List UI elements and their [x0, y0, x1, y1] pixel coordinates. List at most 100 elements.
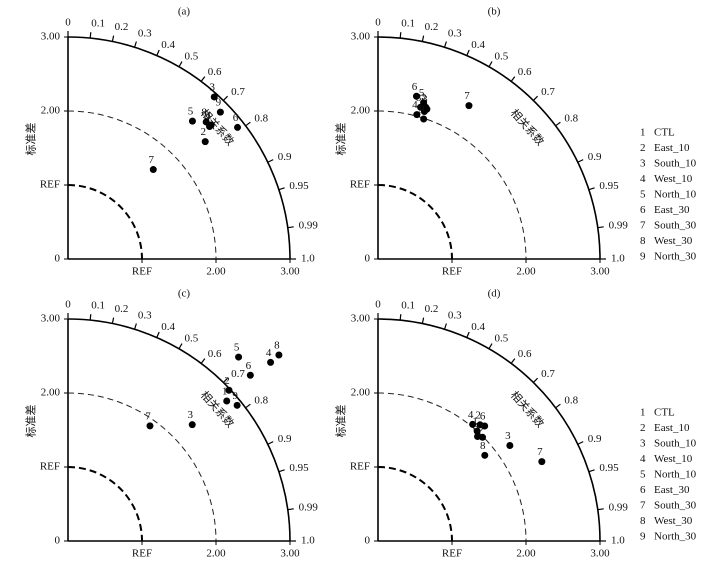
- reference-arc: [67, 184, 143, 260]
- point-label: 1: [222, 386, 228, 398]
- grid-arc: [377, 110, 527, 260]
- point-label: 4: [412, 99, 418, 111]
- corr-tick: [267, 159, 274, 163]
- point-label: 9: [478, 422, 484, 434]
- y-tick-label: 3.00: [351, 313, 371, 325]
- legend-name: West_30: [654, 235, 693, 247]
- corr-tick: [421, 317, 425, 324]
- corr-tick-label: 0.9: [588, 151, 602, 163]
- corr-tick-label: 0.4: [471, 39, 485, 51]
- legend-number: 8: [640, 515, 646, 527]
- data-point: [506, 442, 514, 450]
- corr-tick: [444, 41, 447, 48]
- corr-tick: [555, 403, 561, 409]
- x-tick-label: 2.00: [516, 548, 536, 560]
- corr-tick: [532, 95, 539, 101]
- legend-number: 6: [640, 204, 646, 216]
- corr-tick-label: 0.7: [541, 368, 555, 380]
- corr-tick-label: 0.95: [289, 180, 309, 192]
- corr-tick-label: 1.0: [611, 535, 625, 547]
- corr-tick: [178, 61, 183, 68]
- corr-tick-label: 0.8: [564, 395, 578, 407]
- legend-number: 5: [640, 189, 646, 201]
- corr-tick: [510, 358, 516, 364]
- grid-arc: [67, 110, 217, 260]
- point-label: 3: [187, 409, 193, 421]
- corr-tick-label: 0.3: [138, 27, 152, 39]
- point-label: 6: [412, 81, 418, 93]
- x-tick-label: 3.00: [280, 548, 300, 560]
- corr-tick-label: 0.1: [91, 300, 105, 312]
- corr-tick-label: 0.2: [115, 303, 129, 315]
- corr-tick-label: 0.7: [231, 86, 245, 98]
- corr-tick: [421, 35, 425, 42]
- point-label: 1: [472, 416, 478, 428]
- corr-tick-label: 0.4: [471, 321, 485, 333]
- corr-tick-label: 0.3: [448, 309, 462, 321]
- corr-tick: [597, 508, 604, 511]
- legend-name: South_10: [654, 158, 697, 170]
- corr-tick-label: 0.6: [518, 348, 532, 360]
- legend-name: North_30: [654, 531, 697, 543]
- legend-name: East_30: [654, 484, 690, 496]
- corr-tick-label: 0.8: [254, 395, 268, 407]
- corr-tick-label: 1.0: [611, 253, 625, 265]
- corr-tick: [444, 323, 447, 330]
- corr-tick: [488, 343, 493, 350]
- x-tick-label: REF: [442, 266, 462, 278]
- corr-tick-label: 0.5: [185, 51, 199, 63]
- point-label: 1: [206, 110, 212, 122]
- corr-tick-label: 0.4: [161, 321, 175, 333]
- y-axis-label: 标准差: [24, 123, 38, 156]
- data-point: [423, 105, 431, 113]
- data-point: [413, 111, 421, 119]
- data-point: [481, 422, 489, 430]
- point-label: 2: [421, 92, 427, 104]
- legend-name: North_10: [654, 189, 697, 201]
- reference-arc: [377, 466, 453, 542]
- corr-tick: [555, 121, 561, 127]
- panel-title: (b): [488, 6, 501, 18]
- point-label: 6: [246, 360, 252, 372]
- point-label: 4: [205, 111, 211, 123]
- corr-tick: [287, 508, 294, 511]
- legend-number: 9: [640, 531, 646, 543]
- grid-arc: [377, 392, 527, 542]
- point-label: 7: [149, 154, 155, 166]
- point-label: 7: [464, 90, 470, 102]
- data-point: [481, 451, 489, 459]
- data-point: [223, 397, 231, 405]
- legend-number: 2: [640, 142, 646, 154]
- corr-tick: [267, 441, 274, 445]
- legend-number: 1: [640, 407, 646, 419]
- panel-title: (a): [178, 6, 191, 18]
- point-label: 5: [419, 87, 425, 99]
- x-tick-label: REF: [132, 266, 152, 278]
- corr-tick-label: 1.0: [301, 535, 315, 547]
- point-label: 3: [505, 430, 511, 442]
- point-label: 3: [210, 81, 216, 93]
- corr-tick-label: 1.0: [301, 253, 315, 265]
- legend-name: South_30: [654, 500, 697, 512]
- corr-tick: [597, 226, 604, 229]
- corr-tick-label: 0.1: [401, 300, 415, 312]
- corr-tick: [278, 469, 285, 473]
- legend-name: South_10: [654, 438, 697, 450]
- corr-tick: [245, 403, 251, 409]
- data-point: [420, 115, 428, 123]
- y-axis-label: 标准差: [24, 405, 38, 438]
- corr-tick-label: 0.3: [448, 27, 462, 39]
- corr-tick-label: 0.8: [254, 113, 268, 125]
- y-tick-label: REF: [350, 179, 370, 191]
- data-point: [538, 458, 546, 466]
- y-axis-label: 标准差: [334, 123, 348, 156]
- legend-number: 3: [640, 438, 646, 450]
- y-tick-label: 0: [55, 535, 61, 547]
- data-point: [234, 123, 242, 131]
- corr-tick-label: 0: [65, 17, 71, 29]
- corr-tick-label: 0.4: [161, 39, 175, 51]
- x-tick-label: REF: [442, 548, 462, 560]
- legend-number: 3: [640, 158, 646, 170]
- corr-tick: [111, 317, 115, 324]
- corr-tick-label: 0.95: [599, 180, 619, 192]
